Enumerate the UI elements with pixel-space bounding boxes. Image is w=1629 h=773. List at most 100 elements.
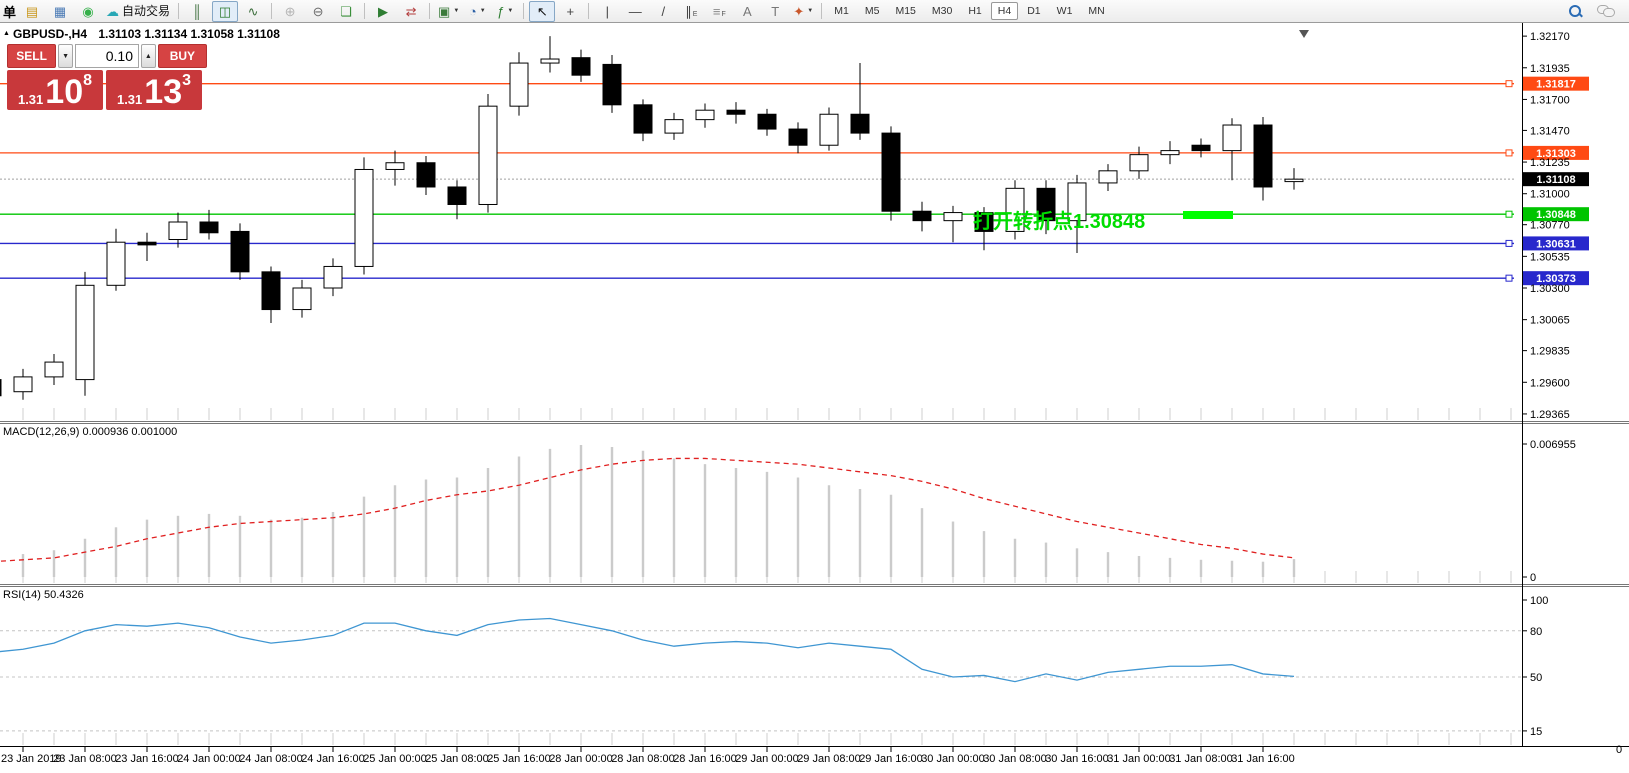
zoom-in-icon[interactable]: ⊕ (284, 3, 296, 19)
hline-1.31817[interactable]: 1.31817 (0, 76, 1589, 91)
svg-text:1.29600: 1.29600 (1530, 377, 1570, 389)
zoom-out-icon[interactable]: ⊖ (312, 3, 324, 19)
chevron-down-icon: ▼ (453, 7, 460, 14)
vertical-line-icon[interactable]: | (605, 3, 609, 19)
svg-text:1.31000: 1.31000 (1530, 189, 1570, 201)
signals-icon[interactable]: ◉ (82, 3, 94, 19)
indicators-icon[interactable]: ƒ ▼ (497, 3, 514, 19)
svg-text:24 Jan 00:00: 24 Jan 00:00 (177, 753, 241, 765)
chart-shift-icon[interactable]: ⇄ (405, 3, 417, 19)
market-watch-icon[interactable]: ▦ (53, 3, 67, 19)
toolbar-separator (588, 3, 590, 19)
scroll-to-end-marker[interactable] (1299, 30, 1309, 38)
new-template-icon[interactable]: ▣ ▼ (438, 3, 460, 19)
svg-text:30 Jan 08:00: 30 Jan 08:00 (983, 753, 1047, 765)
line-handle[interactable] (1505, 274, 1513, 282)
timeframe-d1[interactable]: D1 (1027, 5, 1041, 17)
caret-up-icon: ▲ (144, 52, 152, 60)
tile-windows-icon[interactable]: ❏ (340, 3, 352, 19)
candle-body (788, 128, 808, 146)
candle-body (1098, 170, 1118, 184)
svg-text:1.31235: 1.31235 (1530, 157, 1570, 169)
hline-1.30631[interactable]: 1.30631 (0, 236, 1589, 251)
collapse-chart-icon[interactable]: ▲ (3, 30, 10, 37)
svg-text:1.31303: 1.31303 (1536, 148, 1576, 160)
svg-text:1.32170: 1.32170 (1530, 31, 1570, 43)
text-icon[interactable]: A (742, 3, 752, 19)
svg-text:1.30848: 1.30848 (1536, 209, 1576, 221)
svg-text:1.30065: 1.30065 (1530, 315, 1570, 327)
svg-text:1.30631: 1.30631 (1536, 238, 1576, 250)
toolbar-separator (271, 3, 273, 19)
volume-input[interactable] (75, 44, 139, 68)
toolbar-separator (523, 3, 525, 19)
cursor-icon[interactable]: ↖ (529, 0, 556, 22)
auto-scroll-icon[interactable]: ▶ (378, 3, 389, 19)
volume-decrease-button[interactable]: ▼ (58, 44, 73, 68)
line-handle[interactable] (1505, 210, 1513, 218)
chevron-down-icon: ▼ (507, 7, 514, 14)
caret-down-icon: ▼ (62, 52, 70, 60)
auto-trading-button[interactable]: ☁ 自动交易 (106, 3, 171, 19)
candle-body (1129, 154, 1149, 172)
trendline-icon[interactable]: / (661, 3, 666, 19)
candle-body (106, 241, 126, 286)
candle-body (540, 58, 560, 64)
line-handle[interactable] (1505, 80, 1513, 88)
text-label-icon[interactable]: T (771, 3, 780, 19)
timeframe-h1[interactable]: H1 (968, 5, 982, 17)
periods-icon[interactable]: ◔ ▼ (468, 3, 486, 19)
timeframe-h4[interactable]: H4 (990, 2, 1019, 20)
toolbar: 单 ▤ ▦ ◉ ☁ 自动交易 ║ ◫ ∿ ⊕ ⊖ ❏ ▶ ⇄ ▣ ▼ ◔ ▼ ƒ ▼ ↖ + | — / ∥ E ≡ F A T ✦ ▼ M1 M5… (0, 0, 1629, 23)
timeframe-m1[interactable]: M1 (834, 5, 849, 17)
line-handle[interactable] (1505, 149, 1513, 157)
timeframe-mn[interactable]: MN (1088, 5, 1105, 17)
candle-body (726, 109, 746, 115)
timeframe-m30[interactable]: M30 (931, 5, 953, 17)
hline-1.30848[interactable]: 1.30848 (0, 207, 1589, 222)
new-order-icon[interactable]: ▤ (25, 3, 39, 19)
svg-text:28 Jan 00:00: 28 Jan 00:00 (549, 753, 613, 765)
chevron-down-icon: ▼ (807, 7, 814, 14)
hline-1.30373[interactable]: 1.30373 (0, 271, 1589, 286)
svg-text:1.31470: 1.31470 (1530, 125, 1570, 137)
search-icon[interactable] (1567, 3, 1583, 19)
svg-text:1.30770: 1.30770 (1530, 220, 1570, 232)
svg-text:25 Jan 08:00: 25 Jan 08:00 (425, 753, 489, 765)
candle-body (354, 168, 374, 267)
price-axis[interactable]: 1.32170 1.31935 1.31700 1.31470 1.31235 1.310… (1522, 23, 1570, 746)
timeframe-m5[interactable]: M5 (864, 5, 880, 17)
svg-text:25 Jan 16:00: 25 Jan 16:00 (487, 753, 551, 765)
crosshair-icon[interactable]: + (566, 3, 575, 19)
arrows-icon[interactable]: ✦ ▼ (793, 3, 814, 19)
timeframe-m15[interactable]: M15 (895, 5, 916, 17)
price-tag-1.31303 (1523, 145, 1589, 160)
horizontal-line-icon[interactable]: — (628, 3, 642, 19)
fibonacci-icon[interactable]: ≡ F (712, 3, 726, 19)
candlestick-chart-icon[interactable]: ◫ (212, 0, 239, 22)
svg-text:1.29365: 1.29365 (1530, 409, 1570, 421)
volume-increase-button[interactable]: ▲ (141, 44, 156, 68)
chat-icon[interactable] (1597, 4, 1615, 18)
timeframe-w1[interactable]: W1 (1056, 5, 1073, 17)
svg-text:100: 100 (1530, 595, 1548, 607)
line-handle[interactable] (1505, 239, 1513, 247)
buy-price-button[interactable]: 1.31 13 3 (106, 70, 202, 110)
channel-icon[interactable]: ∥ E (685, 3, 698, 19)
candle-body (1005, 187, 1025, 232)
sell-button[interactable]: SELL (7, 44, 57, 68)
sell-price-button[interactable]: 1.31 10 8 (7, 70, 103, 110)
annotation-highlight-bar (1183, 211, 1233, 219)
bar-chart-icon[interactable]: ║ (192, 3, 202, 19)
line-chart-icon[interactable]: ∿ (247, 3, 259, 19)
buy-button[interactable]: BUY (157, 44, 207, 68)
svg-text:31 Jan 16:00: 31 Jan 16:00 (1231, 753, 1295, 765)
svg-text:29 Jan 00:00: 29 Jan 00:00 (735, 753, 799, 765)
svg-text:15: 15 (1530, 726, 1542, 738)
candle-body (323, 265, 343, 289)
chart-background[interactable] (0, 23, 1629, 773)
candle-body (1222, 124, 1242, 152)
candle-body (261, 271, 281, 311)
